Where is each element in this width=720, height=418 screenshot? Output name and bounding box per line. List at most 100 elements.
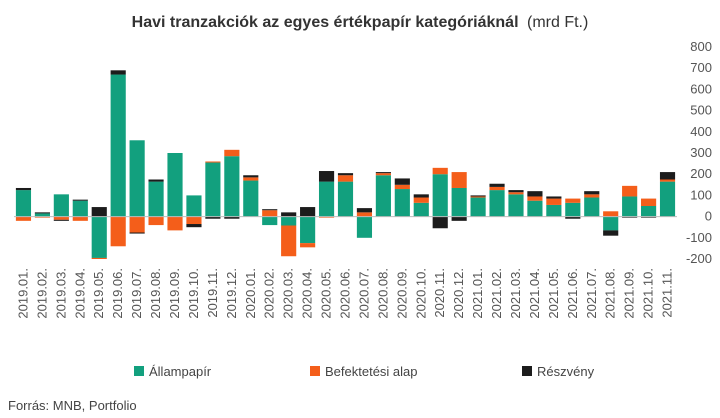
x-tick-label: 2019.10.	[186, 268, 201, 319]
chart-title-unit: (mrd Ft.)	[527, 14, 588, 31]
bar-befektetesi-alap	[262, 210, 278, 217]
x-tick-label: 2020.02.	[262, 268, 277, 319]
bar-befektetesi-alap	[527, 196, 543, 201]
legend-label-befektetesi-alap: Befektetési alap	[325, 364, 418, 379]
bar-befektetesi-alap	[91, 257, 107, 259]
bar-allampapir	[470, 197, 486, 217]
bar-reszveny	[565, 216, 581, 219]
bar-befektetesi-alap	[356, 212, 373, 217]
bar-befektetesi-alap	[603, 211, 619, 217]
bar-befektetesi-alap	[470, 196, 486, 198]
x-tick-label: 2021.08.	[603, 268, 618, 319]
legend: Állampapír Befektetési alap Részvény	[134, 364, 595, 379]
x-tick-label: 2019.01.	[15, 268, 30, 319]
x-tick-label: 2019.11.	[205, 268, 220, 318]
x-tick-label: 2021.05.	[546, 268, 561, 319]
x-tick-label: 2019.07.	[129, 268, 144, 319]
x-tick-label: 2020.03.	[281, 268, 296, 319]
bar-allampapir	[281, 216, 297, 226]
bar-befektetesi-alap	[300, 243, 316, 248]
bar-allampapir	[584, 197, 600, 217]
bar-allampapir	[565, 202, 581, 217]
bar-reszveny	[129, 232, 145, 234]
bar-befektetesi-alap	[622, 185, 638, 197]
bar-befektetesi-alap	[565, 198, 581, 203]
bar-reszveny	[53, 219, 69, 221]
bar-reszveny	[148, 179, 164, 182]
bar-reszveny	[394, 178, 410, 185]
legend-swatch-befektetesi-alap	[310, 366, 320, 376]
bar-befektetesi-alap	[508, 192, 524, 195]
bar-befektetesi-alap	[394, 184, 410, 190]
x-tick-label: 2021.07.	[584, 268, 599, 319]
bar-allampapir	[110, 74, 126, 217]
bar-allampapir	[659, 181, 676, 217]
x-tick-label: 2020.08.	[375, 268, 390, 319]
x-tick-label: 2019.02.	[34, 268, 49, 319]
bar-reszveny	[356, 208, 373, 213]
bar-befektetesi-alap	[318, 216, 335, 218]
bar-allampapir	[356, 216, 373, 238]
x-tick-label: 2021.09.	[622, 268, 637, 319]
bar-allampapir	[53, 194, 69, 217]
x-tick-label: 2020.09.	[394, 268, 409, 319]
bars-group	[15, 70, 676, 259]
legend-label-allampapir: Állampapír	[149, 364, 212, 379]
bar-befektetesi-alap	[15, 216, 32, 221]
x-tick-label: 2019.08.	[148, 268, 163, 319]
bar-reszveny	[72, 199, 88, 201]
x-tick-label: 2019.03.	[53, 268, 68, 319]
x-tick-label: 2019.06.	[110, 268, 125, 319]
x-tick-label: 2021.10.	[641, 268, 656, 319]
bar-befektetesi-alap	[186, 216, 202, 225]
x-tick-label: 2021.03.	[508, 268, 523, 319]
bar-allampapir	[318, 181, 335, 217]
x-tick-label: 2020.11.	[432, 268, 447, 318]
bar-allampapir	[603, 216, 619, 231]
y-tick-label: 0	[705, 209, 712, 224]
y-tick-label: 400	[690, 124, 712, 139]
y-tick-label: 500	[690, 103, 712, 118]
legend-swatch-allampapir	[134, 366, 144, 376]
bar-reszveny	[15, 187, 32, 191]
bar-befektetesi-alap	[413, 197, 429, 203]
bar-allampapir	[451, 187, 467, 217]
bar-reszveny	[432, 216, 448, 229]
bar-reszveny	[205, 216, 221, 219]
bar-allampapir	[72, 200, 88, 217]
x-tick-label: 2020.05.	[319, 268, 334, 319]
y-tick-label: -100	[686, 230, 712, 245]
bar-befektetesi-alap	[432, 167, 448, 175]
bar-befektetesi-alap	[337, 175, 354, 182]
bar-allampapir	[167, 153, 183, 217]
bar-reszveny	[34, 212, 50, 214]
bar-reszveny	[281, 212, 297, 217]
y-tick-label: 300	[690, 145, 712, 160]
bar-reszveny	[186, 224, 202, 228]
bar-reszveny	[413, 194, 429, 198]
x-tick-label: 2020.06.	[338, 268, 353, 319]
bar-reszveny	[546, 196, 562, 199]
y-tick-label: 600	[690, 81, 712, 96]
bar-befektetesi-alap	[148, 216, 164, 226]
bar-reszveny	[603, 230, 619, 236]
y-axis: -200 -100 0 100 200 300 400 500 600 700 800	[686, 39, 712, 266]
bar-reszveny	[318, 171, 335, 182]
bar-reszveny	[508, 190, 524, 193]
x-axis: 2019.01. 2019.02. 2019.03. 2019.04. 2019.05.…	[15, 268, 674, 319]
x-tick-label: 2020.04.	[300, 268, 315, 319]
bar-allampapir	[375, 175, 391, 217]
bar-allampapir	[641, 206, 657, 217]
source-note: Forrás: MNB, Portfolio	[8, 398, 137, 413]
bar-allampapir	[394, 189, 410, 217]
bar-allampapir	[262, 216, 278, 226]
y-tick-label: -200	[686, 251, 712, 266]
x-tick-label: 2019.04.	[72, 268, 87, 319]
bar-befektetesi-alap	[489, 186, 505, 191]
bar-befektetesi-alap	[641, 198, 657, 206]
legend-label-reszveny: Részvény	[537, 364, 595, 379]
bar-reszveny	[337, 173, 354, 176]
bar-allampapir	[527, 200, 543, 217]
bar-befektetesi-alap	[546, 198, 562, 205]
bar-reszveny	[641, 216, 657, 218]
